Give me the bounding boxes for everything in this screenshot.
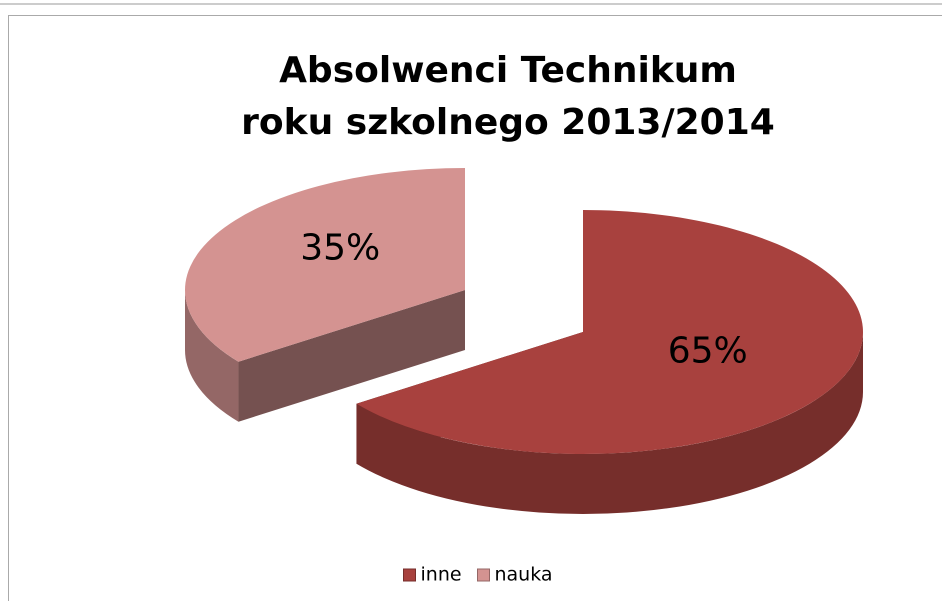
- legend-label: inne: [421, 564, 462, 586]
- chart-title: roku szkolnego 2013/2014: [241, 102, 775, 143]
- slice-wall: [238, 290, 465, 422]
- slice-side: [356, 332, 863, 514]
- legend-swatch: [403, 568, 416, 582]
- slice-side: [185, 290, 239, 422]
- legend-swatch: [477, 568, 490, 582]
- chart-title: Absolwenci Technikum: [279, 50, 737, 91]
- slice: [356, 210, 863, 454]
- data-label: 65%: [668, 330, 748, 371]
- legend-label: nauka: [495, 564, 553, 586]
- data-label: 35%: [300, 228, 380, 269]
- slice: [185, 168, 466, 362]
